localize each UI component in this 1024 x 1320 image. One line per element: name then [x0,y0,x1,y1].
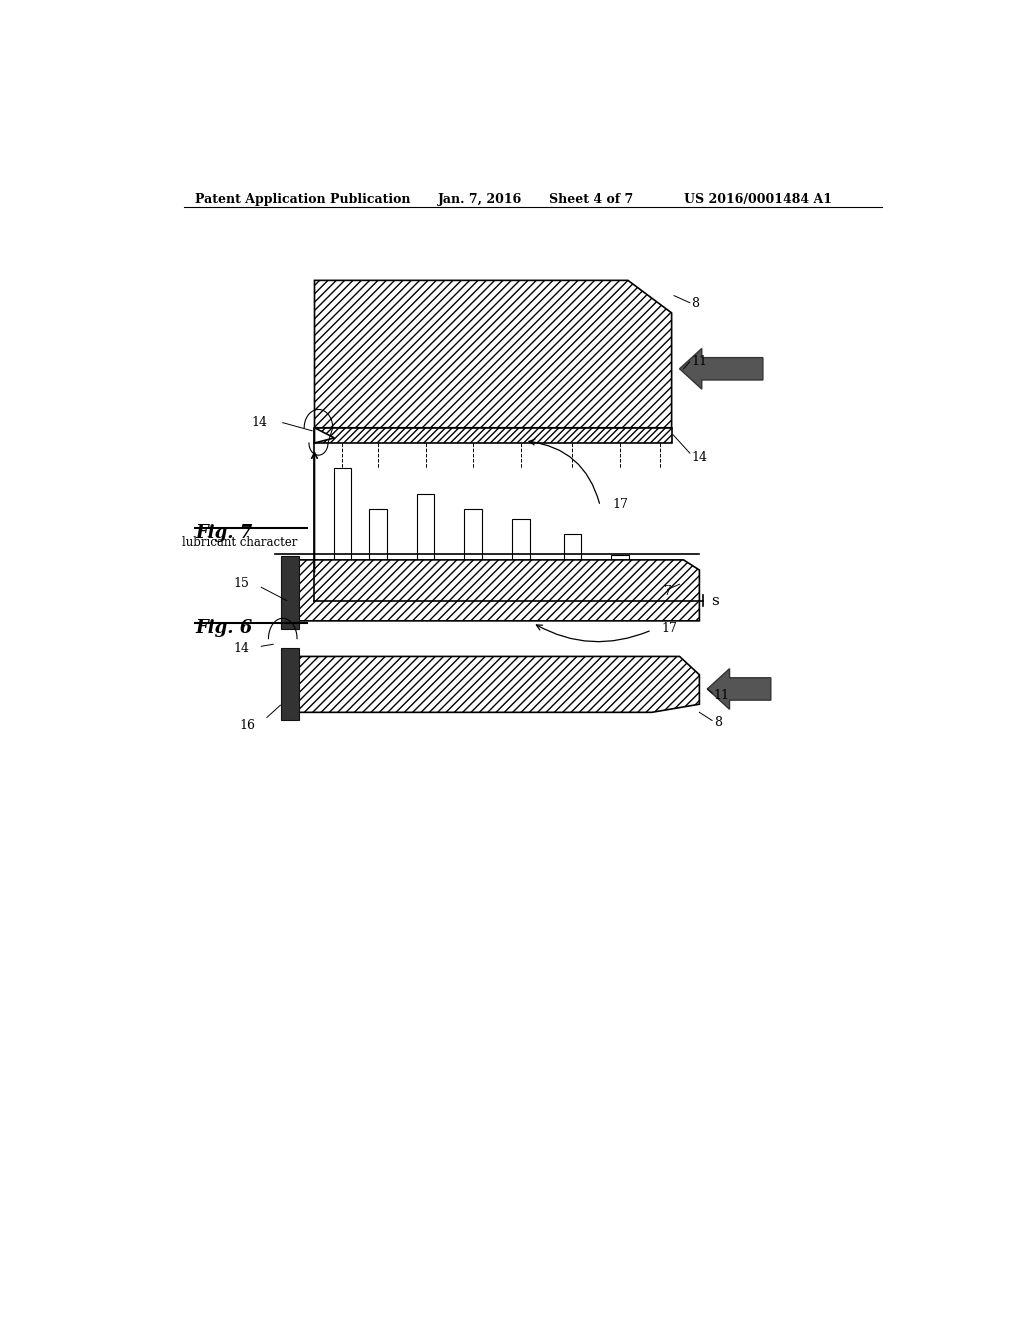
Text: 14: 14 [691,450,708,463]
Text: US 2016/0001484 A1: US 2016/0001484 A1 [684,193,831,206]
Text: 15: 15 [233,577,250,590]
FancyArrow shape [708,669,771,709]
Text: 14: 14 [251,416,267,429]
Text: 8: 8 [691,297,699,310]
Text: 16: 16 [240,719,255,733]
Polygon shape [314,280,672,428]
Bar [334,469,351,601]
Text: lubricant character: lubricant character [182,536,297,549]
Text: 14: 14 [233,642,250,655]
Text: Sheet 4 of 7: Sheet 4 of 7 [549,193,633,206]
Text: 17: 17 [612,499,628,511]
Polygon shape [287,656,699,713]
Bar [370,510,387,601]
Polygon shape [314,428,672,444]
Text: s: s [712,594,719,607]
Text: Fig. 6: Fig. 6 [196,619,253,636]
Bar [651,576,669,601]
Text: 11: 11 [691,355,708,368]
Bar [465,510,482,601]
Text: Jan. 7, 2016: Jan. 7, 2016 [437,193,522,206]
Text: 8: 8 [714,715,722,729]
Text: 7: 7 [664,585,672,598]
FancyArrow shape [680,348,763,389]
Text: 17: 17 [662,623,677,635]
Bar [282,648,299,721]
Text: Fig. 7: Fig. 7 [196,524,253,543]
Bar [563,535,582,601]
Text: Patent Application Publication: Patent Application Publication [196,193,411,206]
Polygon shape [287,560,699,620]
Bar [417,494,434,601]
Polygon shape [314,428,334,444]
Bar [282,556,299,630]
Bar [512,519,529,601]
Text: 11: 11 [714,689,730,701]
Bar [611,554,629,601]
